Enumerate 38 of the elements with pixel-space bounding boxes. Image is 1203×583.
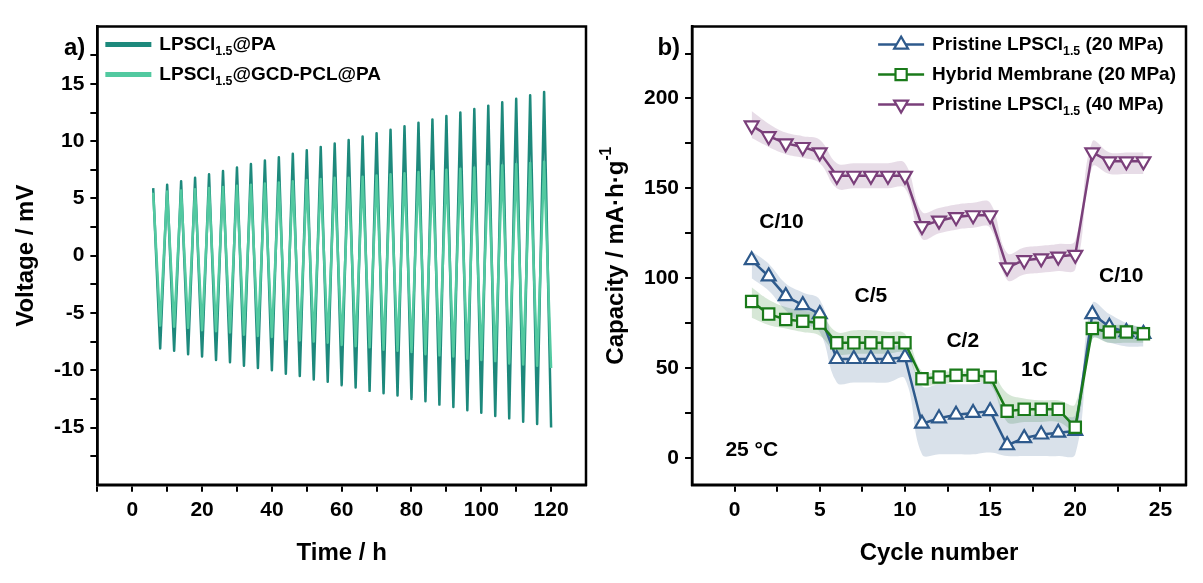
y-tick-label: 5 bbox=[72, 185, 85, 209]
x-tick-label: 25 bbox=[1148, 497, 1173, 521]
x-tick-label: 20 bbox=[1063, 497, 1087, 521]
y-tick-label: 100 bbox=[643, 264, 680, 288]
x-tick-label: 0 bbox=[728, 497, 741, 521]
legend-label: Hybrid Membrane (20 MPa) bbox=[932, 62, 1177, 84]
chart-title: b) bbox=[657, 33, 681, 61]
y-tick-label: 0 bbox=[72, 242, 85, 266]
x-tick-label: 100 bbox=[463, 497, 499, 521]
annotation: C/10 bbox=[1099, 263, 1144, 287]
x-tick-label: 20 bbox=[190, 497, 214, 521]
annotation: 25 °C bbox=[725, 437, 779, 461]
x-tick-label: 10 bbox=[893, 497, 917, 521]
annotation: 1C bbox=[1020, 356, 1048, 380]
y-tick-label: 15 bbox=[60, 70, 85, 94]
y-tick-label: 0 bbox=[667, 444, 680, 468]
x-tick-label: 5 bbox=[813, 497, 826, 521]
y-axis-title: Voltage / mV bbox=[10, 184, 38, 327]
y-tick-label: 10 bbox=[60, 127, 85, 151]
y-tick-label: 50 bbox=[655, 354, 680, 378]
y-axis-title: Capacity / mA·h·g-1 bbox=[596, 146, 628, 365]
x-tick-label: 40 bbox=[260, 497, 284, 521]
y-tick-label: -10 bbox=[53, 357, 85, 381]
x-axis-title: Cycle number bbox=[859, 537, 1019, 565]
y-tick-label: 150 bbox=[643, 175, 680, 199]
x-tick-label: 120 bbox=[533, 497, 569, 521]
x-tick-label: 0 bbox=[126, 497, 139, 521]
x-tick-label: 60 bbox=[330, 497, 354, 521]
y-tick-label: -15 bbox=[53, 414, 85, 438]
x-tick-label: 80 bbox=[399, 497, 424, 521]
annotation: C/2 bbox=[946, 327, 980, 351]
annotation: C/5 bbox=[854, 282, 888, 306]
x-tick-label: 15 bbox=[978, 497, 1003, 521]
y-tick-label: 200 bbox=[643, 85, 680, 109]
y-tick-label: -5 bbox=[65, 299, 85, 323]
chart-title: a) bbox=[64, 33, 86, 61]
annotation: C/10 bbox=[759, 209, 804, 233]
x-axis-title: Time / h bbox=[296, 537, 387, 565]
